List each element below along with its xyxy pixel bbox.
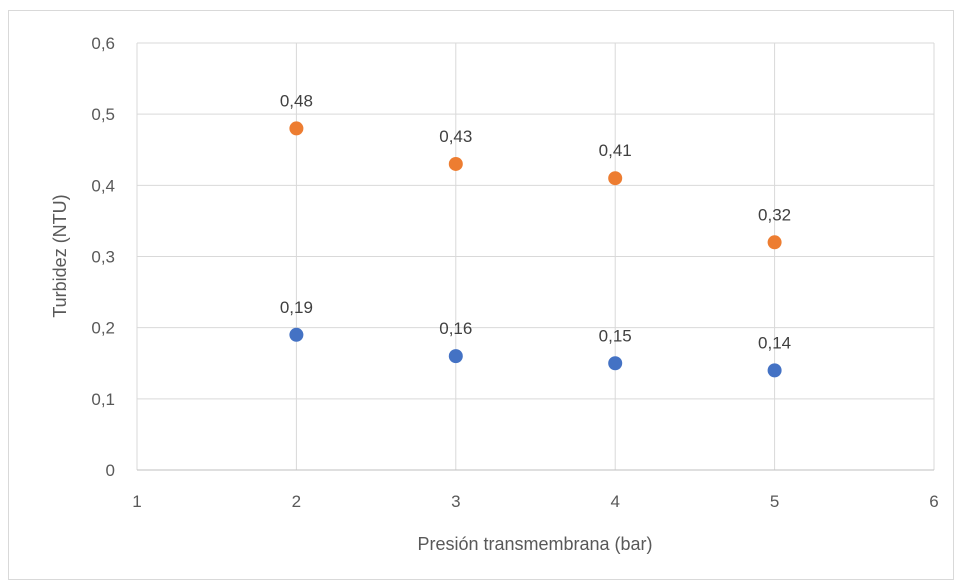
data-label: 0,48: [280, 91, 313, 110]
axes: 0 0,1 0,2 0,3 0,4 0,5 0,6 1 2 3 4 5 6: [91, 34, 938, 511]
data-points: [289, 121, 782, 378]
data-point: [289, 121, 304, 136]
data-point: [289, 327, 304, 342]
data-point: [448, 156, 463, 171]
data-point: [608, 171, 623, 186]
data-label: 0,41: [599, 141, 632, 160]
y-tick-label: 0,2: [91, 319, 115, 338]
data-label: 0,16: [439, 319, 472, 338]
x-tick-label: 2: [292, 492, 301, 511]
x-tick-label: 5: [770, 492, 779, 511]
data-point: [608, 356, 623, 371]
data-label: 0,32: [758, 205, 791, 224]
data-label: 0,15: [599, 326, 632, 345]
data-label: 0,43: [439, 127, 472, 146]
y-tick-label: 0,6: [91, 34, 115, 53]
x-tick-label: 6: [929, 492, 938, 511]
y-tick-label: 0,5: [91, 105, 115, 124]
x-axis-title: Presión transmembrana (bar): [417, 534, 652, 554]
data-point: [448, 349, 463, 364]
x-tick-label: 4: [610, 492, 619, 511]
y-tick-label: 0,4: [91, 176, 115, 195]
data-labels: 0,48 0,43 0,41 0,32 0,19 0,16 0,15 0,14: [280, 91, 791, 352]
data-point: [767, 235, 782, 250]
y-axis-title: Turbidez (NTU): [50, 194, 70, 317]
data-label: 0,14: [758, 333, 791, 352]
x-tick-label: 1: [132, 492, 141, 511]
x-tick-label: 3: [451, 492, 460, 511]
data-label: 0,19: [280, 298, 313, 317]
chart-area: [8, 10, 954, 580]
y-tick-label: 0,3: [91, 248, 115, 267]
y-tick-label: 0: [106, 461, 115, 480]
y-tick-label: 0,1: [91, 390, 115, 409]
data-point: [767, 363, 782, 378]
gridlines: [136, 42, 935, 470]
